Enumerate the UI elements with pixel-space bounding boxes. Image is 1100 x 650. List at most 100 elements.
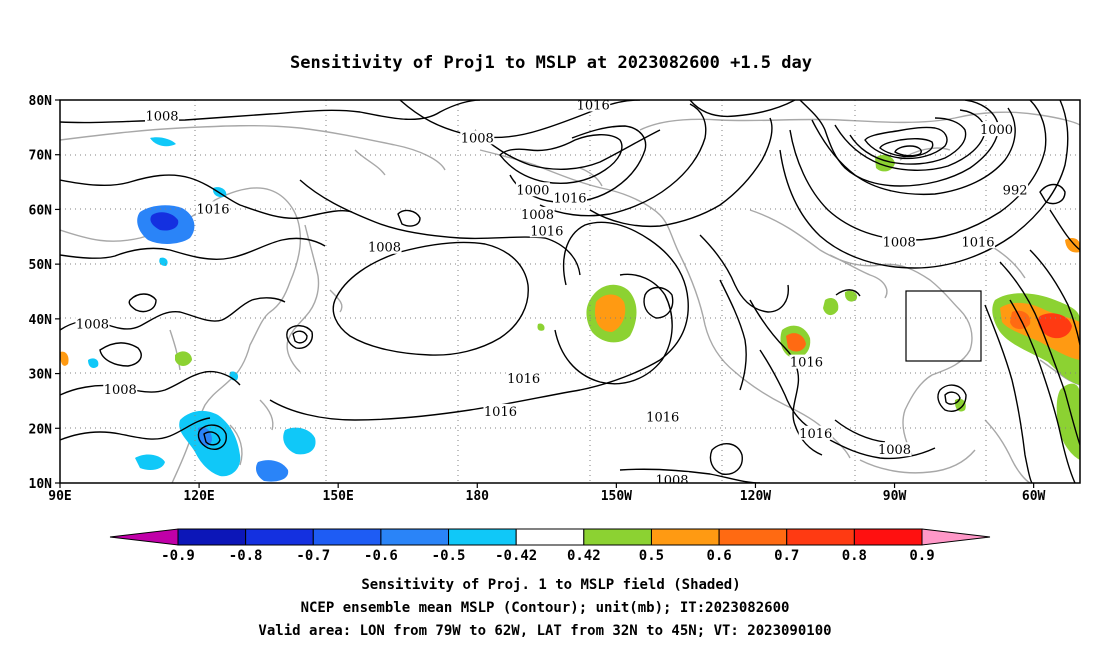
contour-label-bg [576,100,611,112]
x-tick-label: 90E [48,489,71,504]
contour-label: 992 [1003,183,1028,198]
colorbar-label: -0.8 [229,548,263,564]
colorbar-segment [245,528,314,546]
colorbar-segment [650,528,720,546]
contour-label: 1016 [961,235,994,250]
contour-label-bg [961,234,995,249]
colorbar-label: -0.6 [364,548,398,564]
contour-label: 1008 [521,208,554,223]
y-tick-label: 20N [29,422,53,437]
contour-label-bg [645,409,680,424]
colorbar-label: 0.5 [639,548,664,564]
x-tick-label: 150W [601,489,632,504]
colorbar-segment [718,528,788,546]
contour-label-bg [553,190,587,205]
contour-label: 1008 [883,235,916,250]
colorbar-segment [583,528,652,546]
contour-label-bg [798,425,833,440]
contour-label: 1008 [368,241,401,256]
footer-line-1: Sensitivity of Proj. 1 to MSLP field (Sh… [361,577,740,593]
contour-label: 1008 [878,443,911,458]
contour-label-bg [882,234,917,249]
negative-sensitivity-shading [88,137,316,482]
colorbar-max-triangle [921,528,991,546]
contour-label: 1016 [577,98,610,113]
contour-label-bg [196,201,230,216]
x-tick-label: 120W [740,489,771,504]
colorbar-segment [177,528,247,546]
contour-label: 1008 [104,383,137,398]
contour-label: 1008 [76,317,109,332]
contour-label-bg [877,442,912,457]
colorbar: -0.9 -0.8 -0.7 -0.6 -0.5 -0.42 0.42 0.5 0.6 0.7 0.… [109,528,991,564]
contour-label-bg [506,371,541,386]
x-tick-label: 90W [883,489,907,504]
colorbar-label: 0.9 [909,548,934,564]
colorbar-label: 0.6 [706,548,731,564]
contour-label: 1016 [553,191,586,206]
positive-sensitivity-shading [60,154,1080,460]
colorbar-label: -0.7 [296,548,330,564]
contour-label: 1016 [530,224,563,239]
contour-labels: 1016100810081000100810161016101610081000… [75,98,1029,488]
contour-label-bg [979,122,1014,137]
y-tick-label: 80N [29,94,53,109]
footer-line-3: Valid area: LON from 79W to 62W, LAT fro… [258,623,831,639]
contour-label-bg [103,381,138,396]
mslp-contours [60,100,1080,483]
valid-area-box [905,290,982,362]
y-tick-label: 40N [29,313,53,328]
colorbar-label: -0.9 [161,548,195,564]
contour-label-bg [483,403,518,418]
contour-label: 1016 [507,372,540,387]
contour-label: 1016 [484,405,517,420]
contour-label-bg [529,223,564,238]
contour-label: 1008 [145,109,178,124]
colorbar-label: 0.7 [774,548,799,564]
contour-label-bg [75,316,110,331]
y-tick-label: 10N [29,477,53,492]
contour-label-bg [789,354,824,369]
colorbar-min-triangle [109,528,179,546]
contour-label-bg [367,239,402,254]
contour-label-bg [520,206,555,221]
colorbar-segment [380,528,450,546]
x-axis: 90E 120E 150E 180 150W 120W 90W 60W [48,483,1046,504]
colorbar-label: 0.8 [842,548,867,564]
colorbar-segment [312,528,382,546]
colorbar-segment [786,528,855,546]
y-tick-label: 30N [29,368,53,383]
contour-label-bg [1002,182,1029,197]
contour-label: 1016 [196,202,229,217]
grid-lines [60,100,1080,483]
colorbar-segment [515,528,585,546]
contour-label: 1016 [799,427,832,442]
y-tick-label: 70N [29,149,53,164]
x-tick-label: 150E [323,489,354,504]
map-frame [59,99,1081,484]
colorbar-label: -0.42 [495,548,537,564]
chart-title: Sensitivity of Proj1 to MSLP at 20230826… [290,53,812,73]
contour-label: 1000 [980,123,1013,138]
x-tick-label: 120E [183,489,214,504]
colorbar-label: 0.42 [567,548,601,564]
contour-label-bg [515,182,550,197]
contour-label-bg [460,130,495,145]
contour-label: 1016 [646,410,679,425]
contour-label-bg [655,472,689,483]
contour-label: 1008 [461,131,494,146]
contour-label: 1000 [516,183,549,198]
colorbar-segment [853,528,923,546]
contour-label: 1008 [655,473,688,488]
colorbar-segment [448,528,517,546]
y-axis: 80N 70N 60N 50N 40N 30N 20N 10N [29,94,60,492]
footer-line-2: NCEP ensemble mean MSLP (Contour); unit(… [301,600,790,616]
colorbar-label: -0.5 [432,548,466,564]
x-tick-label: 180 [466,489,490,504]
x-tick-label: 60W [1022,489,1046,504]
contour-label: 1016 [790,356,823,371]
y-tick-label: 60N [29,203,53,218]
contour-label-bg [145,108,179,123]
y-tick-label: 50N [29,258,53,273]
